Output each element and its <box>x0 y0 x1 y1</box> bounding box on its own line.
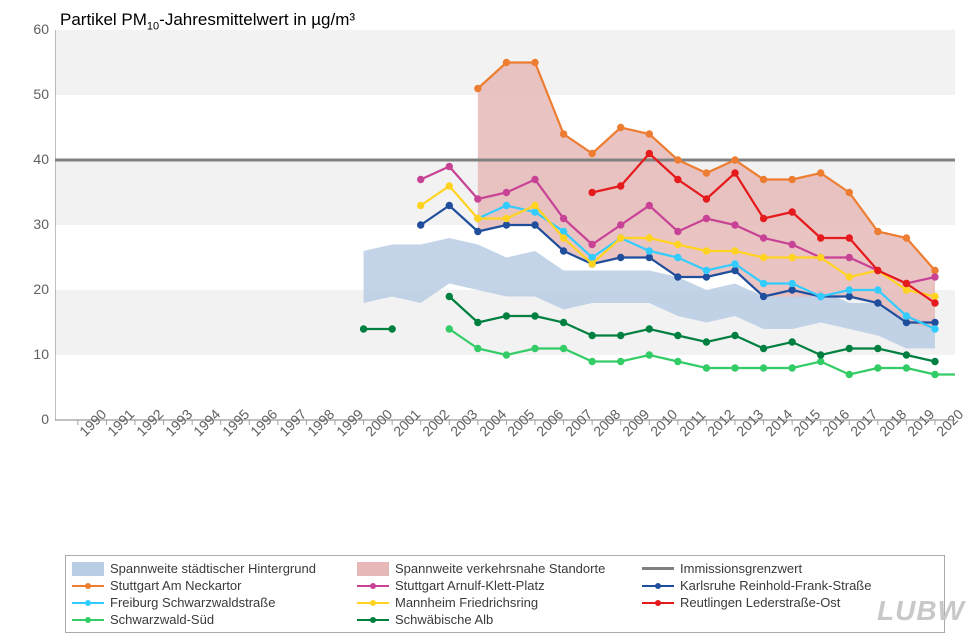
y-tick-label: 60 <box>0 21 49 37</box>
legend-item: Schwarzwald-Süd <box>72 612 357 627</box>
y-tick-label: 40 <box>0 151 49 167</box>
y-tick-label: 0 <box>0 411 49 427</box>
legend-item: Mannheim Friedrichsring <box>357 595 642 610</box>
legend-item: Spannweite städtischer Hintergrund <box>72 561 357 576</box>
legend-item: Freiburg Schwarzwaldstraße <box>72 595 357 610</box>
legend-item: Stuttgart Am Neckartor <box>72 578 357 593</box>
chart-container: Partikel PM10-Jahresmittelwert in µg/m³ … <box>0 0 977 631</box>
watermark: LUBW <box>877 595 965 627</box>
legend-item: Karlsruhe Reinhold-Frank-Straße <box>642 578 932 593</box>
legend-item: Stuttgart Arnulf-Klett-Platz <box>357 578 642 593</box>
y-tick-label: 20 <box>0 281 49 297</box>
legend-item: Schwäbische Alb <box>357 612 642 627</box>
y-tick-label: 10 <box>0 346 49 362</box>
legend-item: Spannweite verkehrsnahe Standorte <box>357 561 642 576</box>
y-tick-label: 30 <box>0 216 49 232</box>
legend: Spannweite städtischer HintergrundSpannw… <box>65 555 945 633</box>
y-tick-label: 50 <box>0 86 49 102</box>
legend-item: Immissionsgrenzwert <box>642 561 932 576</box>
